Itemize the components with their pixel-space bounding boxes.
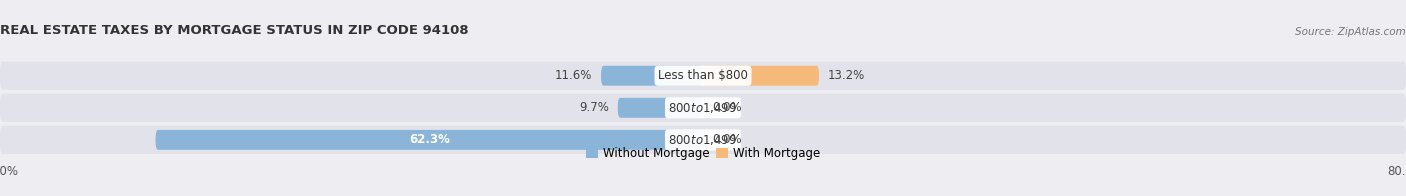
Legend: Without Mortgage, With Mortgage: Without Mortgage, With Mortgage bbox=[586, 147, 820, 160]
Text: 0.0%: 0.0% bbox=[711, 101, 741, 114]
FancyBboxPatch shape bbox=[0, 62, 1406, 90]
Text: $800 to $1,499: $800 to $1,499 bbox=[668, 101, 738, 115]
Text: 62.3%: 62.3% bbox=[409, 133, 450, 146]
FancyBboxPatch shape bbox=[602, 66, 703, 86]
FancyBboxPatch shape bbox=[703, 66, 818, 86]
Text: 11.6%: 11.6% bbox=[555, 69, 592, 82]
Text: REAL ESTATE TAXES BY MORTGAGE STATUS IN ZIP CODE 94108: REAL ESTATE TAXES BY MORTGAGE STATUS IN … bbox=[0, 24, 468, 37]
Text: Source: ZipAtlas.com: Source: ZipAtlas.com bbox=[1295, 27, 1406, 37]
Text: $800 to $1,499: $800 to $1,499 bbox=[668, 133, 738, 147]
Text: 13.2%: 13.2% bbox=[828, 69, 865, 82]
Text: 0.0%: 0.0% bbox=[711, 133, 741, 146]
FancyBboxPatch shape bbox=[0, 94, 1406, 122]
FancyBboxPatch shape bbox=[0, 126, 1406, 154]
Text: 9.7%: 9.7% bbox=[579, 101, 609, 114]
Text: Less than $800: Less than $800 bbox=[658, 69, 748, 82]
FancyBboxPatch shape bbox=[617, 98, 703, 118]
FancyBboxPatch shape bbox=[156, 130, 703, 150]
